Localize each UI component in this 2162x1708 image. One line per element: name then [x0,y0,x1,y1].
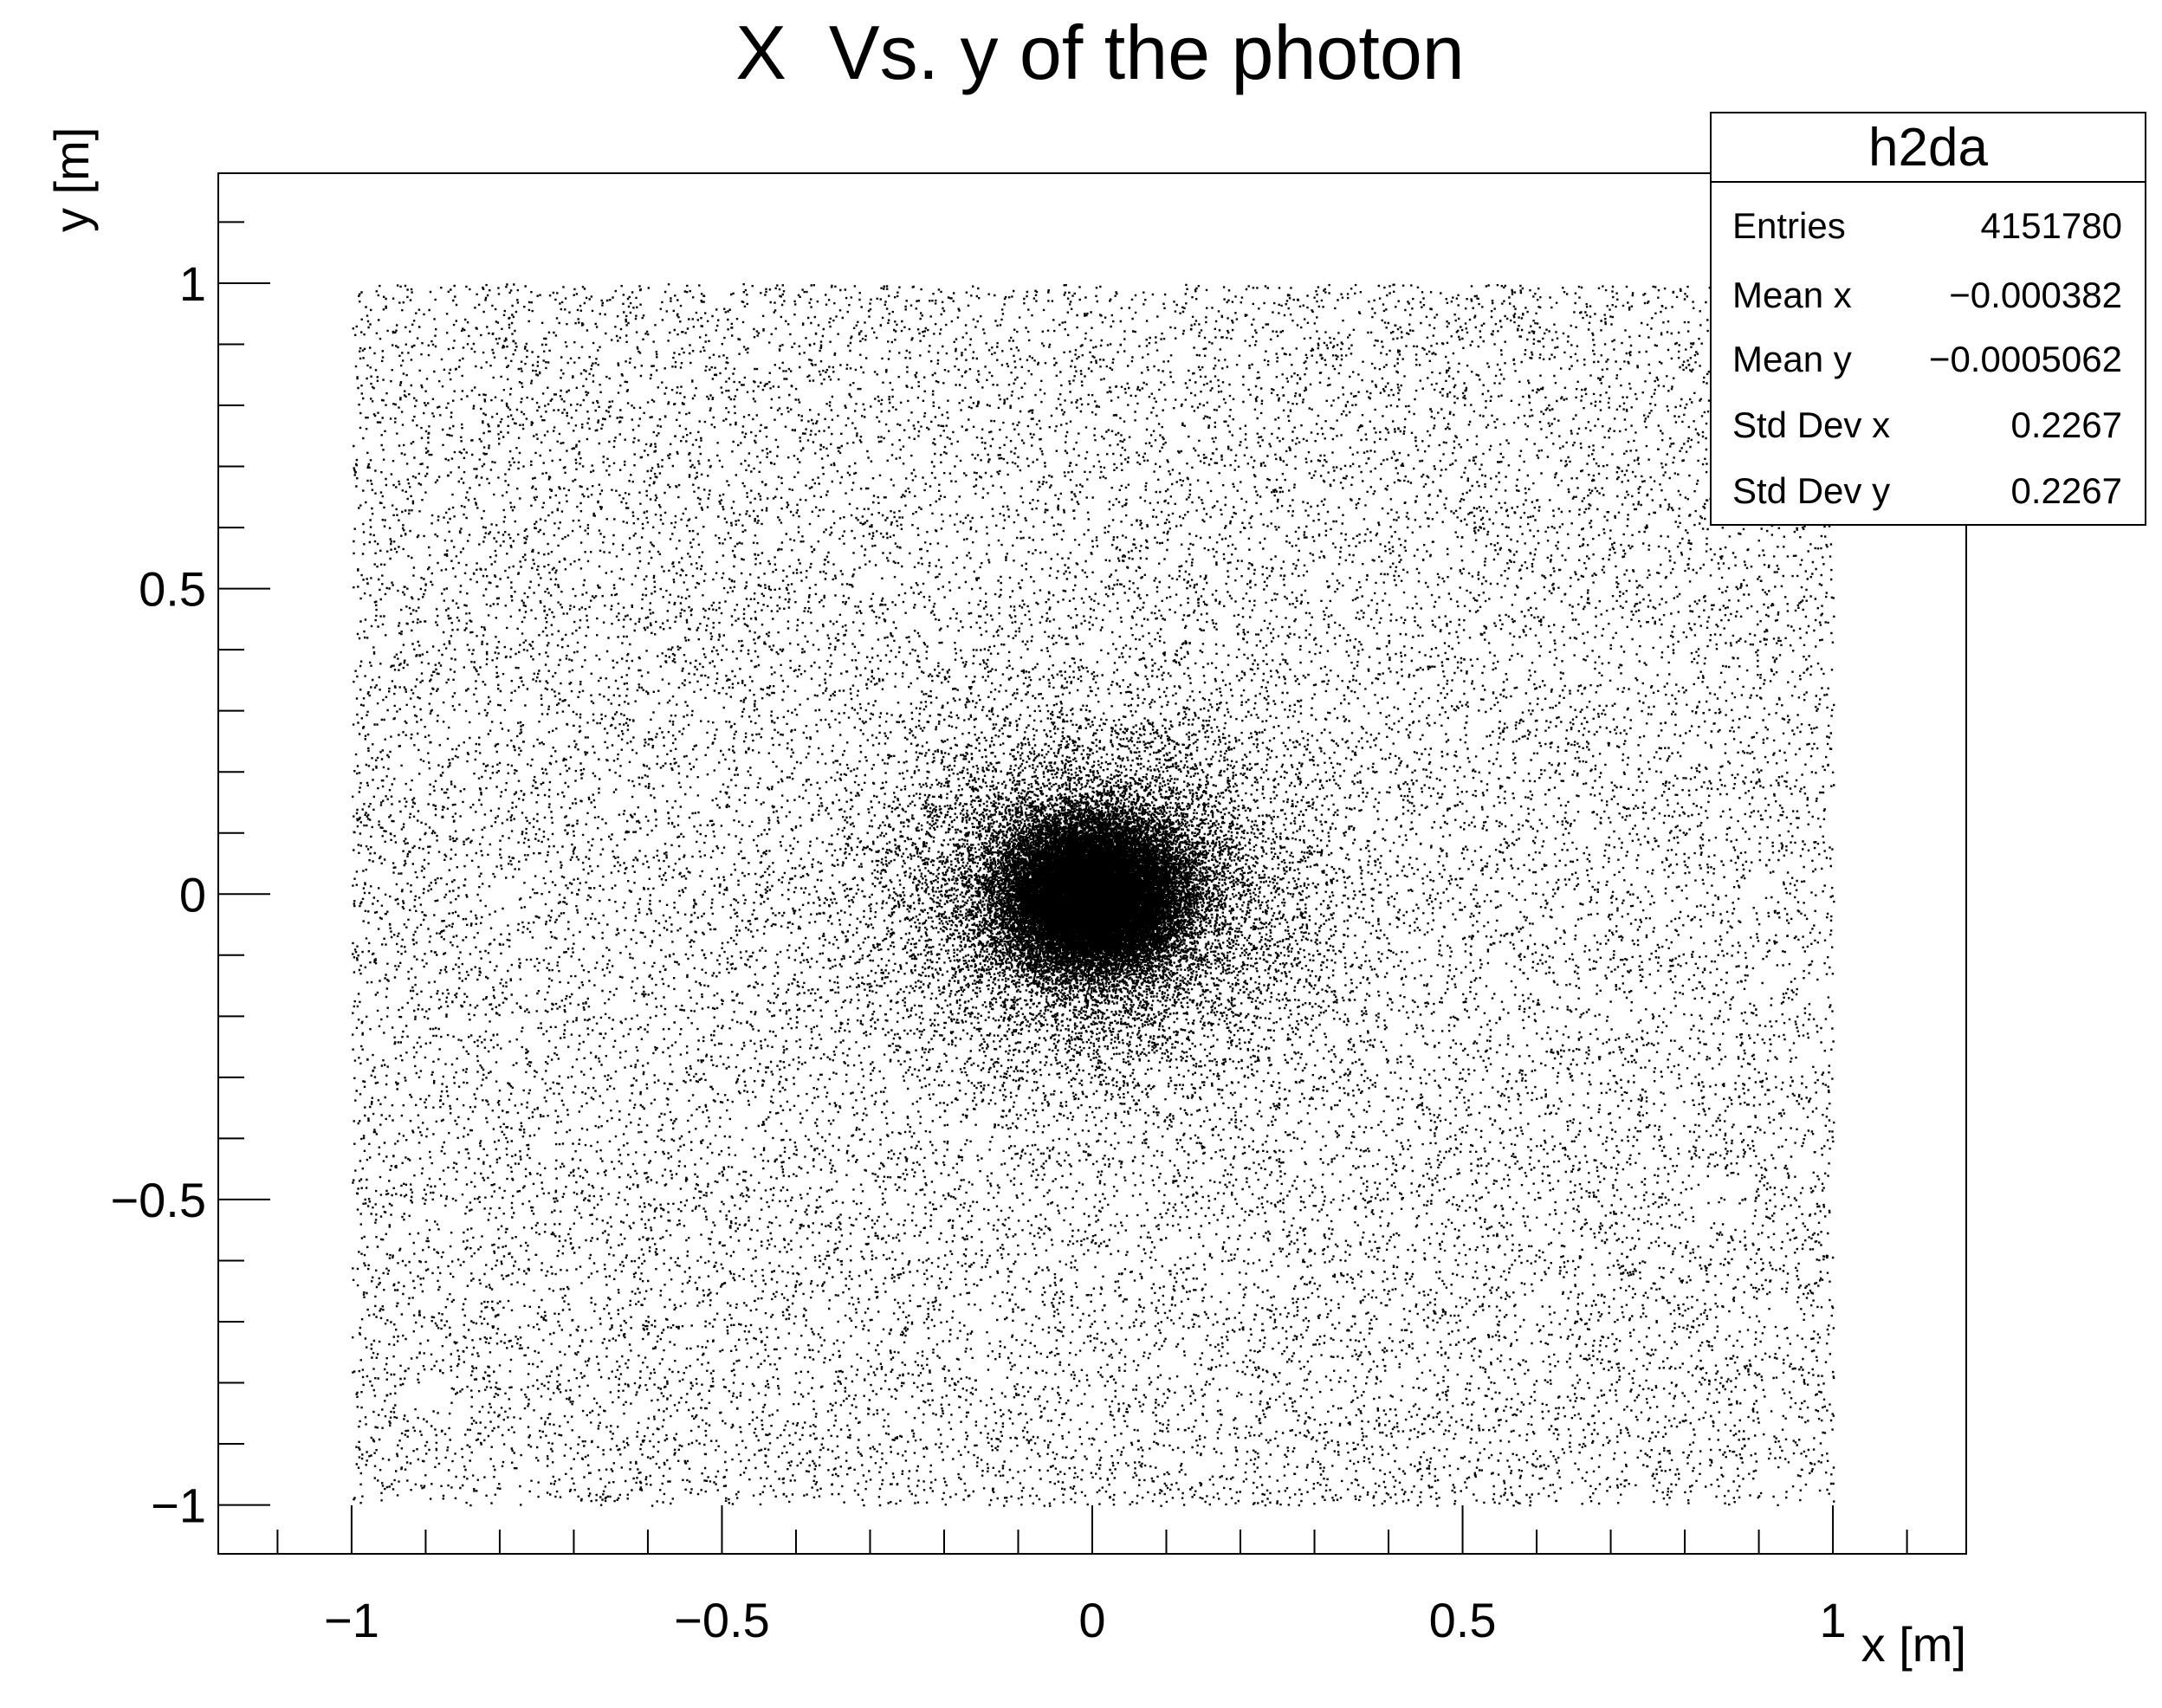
stats-row-std-dev-y: Std Dev y 0.2267 [1732,465,2122,517]
x-axis-ticks [276,1505,1908,1554]
stats-value: −0.000382 [1949,275,2122,315]
stats-box: h2da Entries 4151780 Mean x −0.000382 Me… [1710,112,2146,526]
x-tick-label: −0.5 [674,1593,770,1647]
chart-title: X Vs. y of the photon [735,10,1465,95]
stats-label: Std Dev y [1732,470,1891,511]
x-axis-tick-labels: −1 −0.5 0 0.5 1 [324,1593,1847,1647]
stats-label: Mean y [1732,339,1852,379]
stats-label: Std Dev x [1732,404,1891,445]
x-axis-title: x [m] [1861,1617,1966,1672]
y-axis-title: y [m] [44,126,99,232]
stats-value: 4151780 [1980,205,2122,246]
y-tick-label: 1 [179,256,206,311]
stats-value: −0.0005062 [1928,339,2122,379]
y-tick-label: 0 [179,867,206,922]
x-tick-label: 0 [1078,1593,1105,1647]
y-tick-label: −1 [151,1478,206,1533]
stats-value: 0.2267 [2010,470,2122,511]
y-axis-tick-labels: −1 −0.5 0 0.5 1 [110,256,206,1533]
stats-value: 0.2267 [2010,404,2122,445]
stats-row-entries: Entries 4151780 [1732,200,2122,252]
y-tick-label: −0.5 [110,1173,206,1227]
data-points [352,283,1835,1507]
stats-row-std-dev-x: Std Dev x 0.2267 [1732,399,2122,451]
stats-row-mean-y: Mean y −0.0005062 [1732,333,2122,385]
y-tick-label: 0.5 [139,562,206,617]
x-tick-label: −1 [324,1593,379,1647]
stats-label: Mean x [1732,275,1852,315]
stats-label: Entries [1732,205,1846,246]
x-tick-label: 1 [1820,1593,1847,1647]
scatter-points [352,283,1835,1507]
x-tick-label: 0.5 [1429,1593,1497,1647]
y-axis-ticks [218,221,270,1506]
stats-row-mean-x: Mean x −0.000382 [1732,269,2122,321]
stats-box-title: h2da [1712,113,2145,183]
